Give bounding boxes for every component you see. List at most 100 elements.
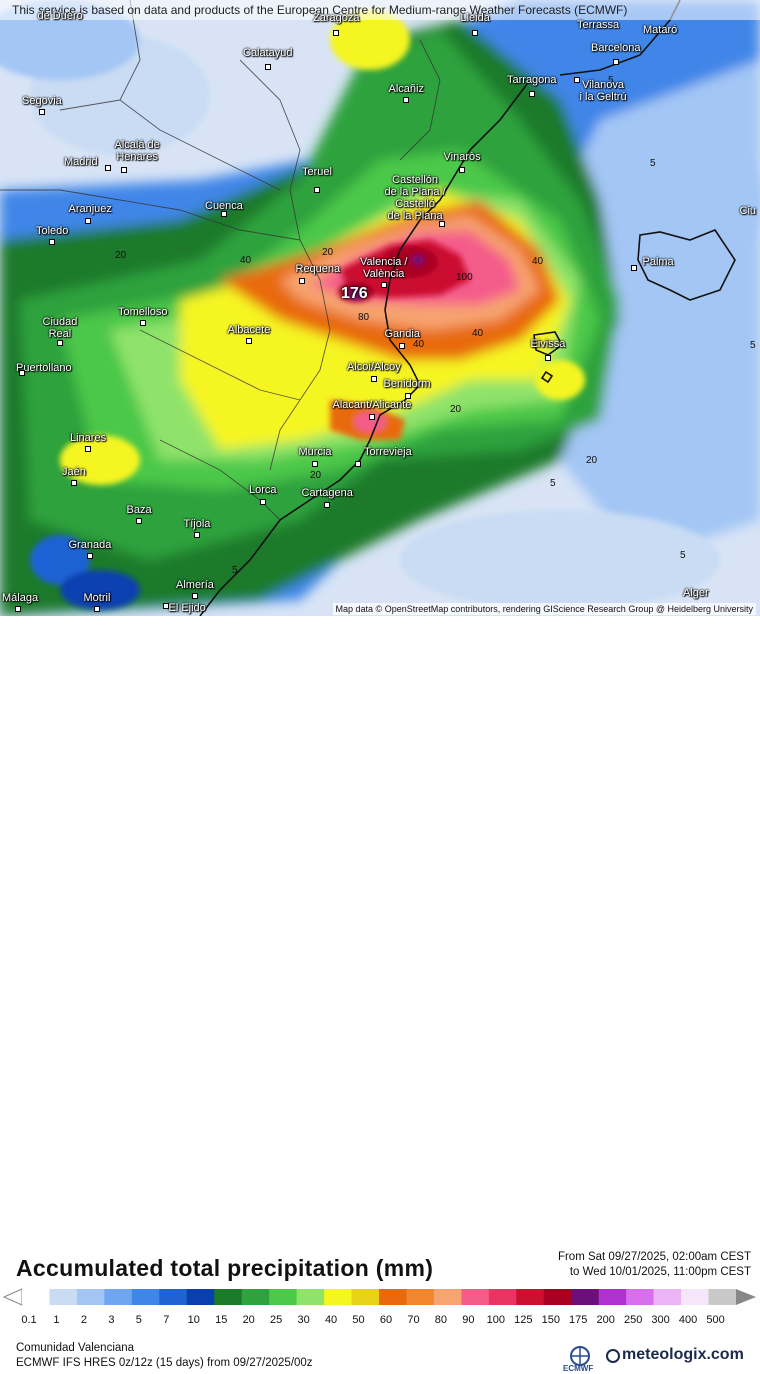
city-label: Ciu — [739, 205, 757, 217]
colorbar-tick-label: 80 — [434, 1314, 448, 1326]
city-marker — [399, 343, 405, 349]
map-credit: Map data © OpenStreetMap contributors, r… — [332, 603, 756, 615]
colorbar-tick-label: 7 — [163, 1314, 170, 1326]
isoline-label: 20 — [310, 470, 322, 481]
colorbar-swatch — [708, 1289, 737, 1305]
colorbar-swatch — [433, 1289, 462, 1305]
city-label: Alcañiz — [388, 83, 424, 95]
isoline-label: 5 — [232, 565, 238, 576]
city-label: Cuenca — [205, 200, 243, 212]
isoline-label: 40 — [472, 328, 484, 339]
period-to: to Wed 10/01/2025, 11:00pm CEST — [569, 1266, 751, 1278]
forecast-period: From Sat 09/27/2025, 02:00am CEST to Wed… — [558, 1250, 751, 1280]
colorbar-swatch — [653, 1289, 682, 1305]
city-label: Granada — [68, 539, 112, 551]
colorbar-tick-label: 0.1 — [21, 1314, 37, 1326]
city-label: Tarragona — [507, 74, 557, 86]
city-label: Teruel — [302, 166, 332, 178]
colorbar-swatch — [324, 1289, 353, 1305]
city-label: Tíjola — [183, 518, 211, 530]
chart-title: Accumulated total precipitation (mm) — [16, 1255, 434, 1281]
isoline-label: 5 — [650, 158, 656, 169]
colorbar-swatch — [269, 1289, 298, 1305]
city-marker — [355, 461, 361, 467]
legend-panel: Accumulated total precipitation (mm) Fro… — [0, 616, 760, 1373]
colorbar-swatch — [626, 1289, 655, 1305]
precipitation-field — [0, 0, 760, 616]
city-label: Albacete — [227, 324, 271, 336]
colorbar-swatch — [461, 1289, 490, 1305]
city-label: Almería — [176, 579, 214, 591]
city-label: Alacant/Alicante — [332, 399, 412, 411]
city-marker — [71, 480, 77, 486]
colorbar-swatch — [159, 1289, 188, 1305]
city-marker — [246, 338, 252, 344]
city-marker — [299, 278, 305, 284]
colorbar-tick-label: 20 — [242, 1314, 255, 1326]
city-marker — [631, 265, 637, 271]
colorbar-tick-label: 10 — [187, 1314, 200, 1326]
city-label: Murcia — [298, 446, 332, 458]
colorbar-tick-label: 25 — [270, 1314, 283, 1326]
city-label: Vinaròs — [443, 151, 481, 163]
city-label: Jaén — [62, 466, 86, 478]
isoline-label: 100 — [456, 272, 473, 283]
period-from: From Sat 09/27/2025, 02:00am CEST — [557, 1251, 751, 1263]
colorbar-swatch — [379, 1289, 407, 1305]
colorbar-swatch — [488, 1289, 517, 1305]
isoline-label: 40 — [240, 255, 252, 266]
colorbar-tick-label: 2 — [80, 1314, 87, 1326]
city-label: Torrevieja — [364, 446, 412, 458]
colorbar-swatch — [214, 1289, 243, 1305]
city-label: Palma — [642, 256, 674, 268]
city-label: Ciudad Real — [42, 316, 78, 340]
city-label: Terrassa — [577, 19, 620, 31]
region-label: Comunidad Valenciana — [16, 1342, 135, 1354]
city-label: Puertollano — [16, 362, 72, 374]
colorbar-swatch — [186, 1289, 215, 1305]
city-marker — [105, 165, 111, 171]
city-label: Málaga — [2, 592, 39, 604]
colorbar-tick-label: 200 — [596, 1314, 615, 1326]
city-label: de Duero — [37, 10, 83, 22]
colorbar-swatch — [406, 1289, 435, 1305]
city-label: Linares — [70, 432, 107, 444]
city-label: Lleida — [460, 12, 490, 24]
isoline-label: 40 — [413, 339, 425, 350]
city-label: Castellón de la Plana / Castelló de la P… — [384, 174, 446, 222]
city-label: Barcelona — [591, 42, 641, 54]
city-marker — [19, 370, 25, 376]
colorbar-left-arrow — [2, 1288, 23, 1306]
city-marker — [529, 91, 535, 97]
isoline-label: 20 — [450, 404, 462, 415]
city-marker — [57, 340, 63, 346]
city-label: Alcoi/Alcoy — [347, 361, 401, 373]
city-marker — [314, 187, 320, 193]
colorbar-tick-label: 125 — [514, 1314, 533, 1326]
city-label: Lorca — [249, 484, 277, 496]
city-label: Vilanova i la Geltrú — [579, 79, 627, 103]
city-label: Valencia / València — [360, 256, 408, 280]
isoline-label: 40 — [532, 256, 544, 267]
colorbar-tick-label: 3 — [108, 1314, 115, 1326]
colorbar-swatch — [351, 1289, 380, 1305]
colorbar-right-arrow — [736, 1289, 756, 1305]
city-marker — [324, 502, 330, 508]
city-marker — [545, 355, 551, 361]
colorbar-swatch — [131, 1289, 160, 1305]
city-label: Baza — [126, 504, 152, 516]
city-marker — [194, 532, 200, 538]
colorbar-tick-label: 175 — [569, 1314, 588, 1326]
city-marker — [371, 376, 377, 382]
city-label: Calatayud — [243, 47, 293, 59]
city-label: Alcalá de Henares — [114, 139, 160, 163]
colorbar — [2, 1288, 756, 1306]
colorbar-swatch — [543, 1289, 572, 1305]
colorbar-tick-label: 150 — [541, 1314, 560, 1326]
colorbar-tick-label: 1 — [53, 1314, 60, 1326]
city-label: Eivissa — [530, 338, 566, 350]
city-label: Tomelloso — [118, 306, 168, 318]
colorbar-tick-label: 90 — [462, 1314, 475, 1326]
colorbar-tick-label: 50 — [352, 1314, 365, 1326]
colorbar-tick-label: 15 — [215, 1314, 228, 1326]
